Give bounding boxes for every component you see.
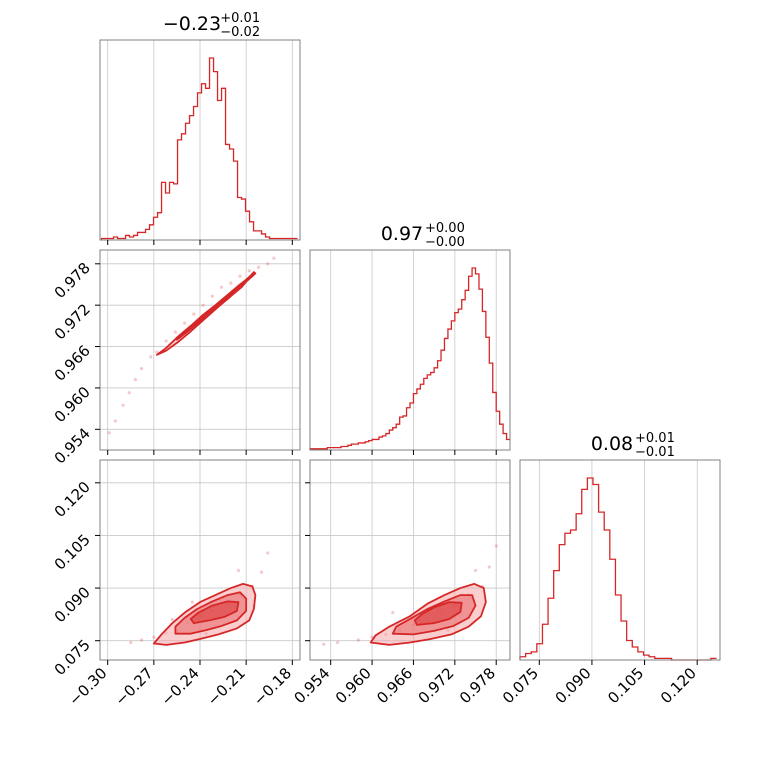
contour-level-3 — [189, 600, 240, 625]
y-tick-label: 0.978 — [51, 259, 94, 302]
y-tick-label: 0.090 — [51, 583, 94, 626]
y-tick-label: 0.966 — [51, 342, 94, 385]
title-minus-error: −0.01 — [635, 445, 675, 460]
title-minus-error: −0.02 — [220, 25, 260, 40]
y-tick-label: 0.105 — [51, 531, 94, 574]
y-tick-label: 0.120 — [51, 478, 94, 521]
param-title: −0.23 — [163, 13, 221, 35]
histogram-panel-2-bg — [520, 460, 720, 660]
sample-point — [266, 262, 270, 266]
sample-point — [259, 570, 264, 574]
title-plus-error: +0.01 — [220, 11, 260, 26]
sample-point — [236, 568, 241, 573]
title-plus-error: +0.01 — [635, 431, 675, 446]
x-tick-label: −0.18 — [250, 664, 295, 709]
contour-level-3 — [413, 601, 463, 626]
histogram-panel-0 — [100, 40, 300, 240]
sample-point — [219, 285, 224, 289]
sample-point — [139, 367, 144, 371]
sample-point — [183, 321, 187, 325]
histogram-step-line — [309, 267, 510, 450]
sample-point — [133, 378, 137, 382]
param-title: 0.97 — [381, 223, 423, 245]
sample-point — [238, 274, 242, 278]
sample-point — [121, 403, 125, 407]
x-tick-label: 0.972 — [415, 664, 458, 707]
histogram-step-line — [519, 477, 717, 661]
sample-point — [107, 431, 111, 435]
y-tick-label: 0.075 — [51, 636, 94, 679]
contour-level-3 — [191, 291, 235, 327]
title-value: −0.23 — [163, 13, 221, 35]
sample-point — [173, 330, 177, 334]
title-value: 0.08 — [591, 433, 633, 455]
sample-point — [494, 544, 498, 548]
param-title: 0.08 — [591, 433, 633, 455]
sample-point — [139, 638, 144, 642]
contour-panel-0-2 — [100, 460, 300, 660]
y-tick-label: 0.960 — [51, 383, 94, 426]
sample-point — [190, 600, 194, 604]
x-tick-label: 0.966 — [373, 664, 416, 707]
sample-point — [149, 355, 153, 359]
sample-point — [192, 312, 196, 316]
title-minus-error: −0.00 — [425, 235, 465, 250]
x-tick-label: −0.30 — [65, 664, 110, 709]
sample-point — [322, 642, 326, 646]
contour-panel-1-2-frame — [309, 459, 511, 661]
title-plus-error: +0.00 — [425, 221, 465, 236]
sample-point — [356, 638, 360, 642]
sample-point — [201, 303, 205, 307]
sample-point — [247, 269, 251, 273]
sample-point — [473, 568, 478, 573]
title-value: 0.97 — [381, 223, 423, 245]
sample-point — [487, 565, 491, 569]
x-tick-label: 0.105 — [604, 664, 647, 707]
histogram-panel-1-frame — [309, 249, 511, 451]
sample-point — [256, 265, 261, 269]
histogram-panel-2 — [519, 460, 720, 661]
contour-panel-0-1 — [100, 250, 300, 450]
x-tick-label: −0.27 — [111, 664, 156, 709]
x-tick-label: 0.120 — [657, 664, 700, 707]
sample-point — [155, 350, 159, 354]
histogram-panel-1-bg — [310, 250, 510, 450]
contour-panel-1-2 — [310, 460, 510, 660]
x-tick-label: 0.090 — [552, 664, 595, 707]
y-tick-label: 0.972 — [51, 300, 94, 343]
sample-point — [335, 640, 340, 645]
sample-point — [266, 551, 270, 555]
histogram-step-line — [100, 57, 298, 240]
x-tick-label: 0.075 — [499, 664, 542, 707]
sample-point — [210, 294, 214, 298]
x-tick-label: −0.24 — [158, 664, 203, 709]
sample-point — [229, 281, 233, 285]
sample-point — [170, 618, 174, 622]
sample-point — [164, 339, 168, 343]
sample-point — [129, 640, 133, 645]
x-tick-label: −0.21 — [204, 664, 249, 709]
sample-point — [272, 256, 276, 260]
sample-point — [113, 419, 117, 423]
x-tick-label: 0.954 — [290, 664, 333, 707]
y-tick-label: 0.954 — [51, 424, 94, 467]
x-tick-label: 0.978 — [456, 664, 499, 707]
sample-point — [391, 611, 395, 615]
x-tick-label: 0.960 — [332, 664, 375, 707]
sample-point — [127, 391, 131, 395]
histogram-panel-1 — [309, 250, 510, 450]
sample-point — [152, 635, 156, 639]
histogram-panel-2-frame — [519, 459, 721, 661]
